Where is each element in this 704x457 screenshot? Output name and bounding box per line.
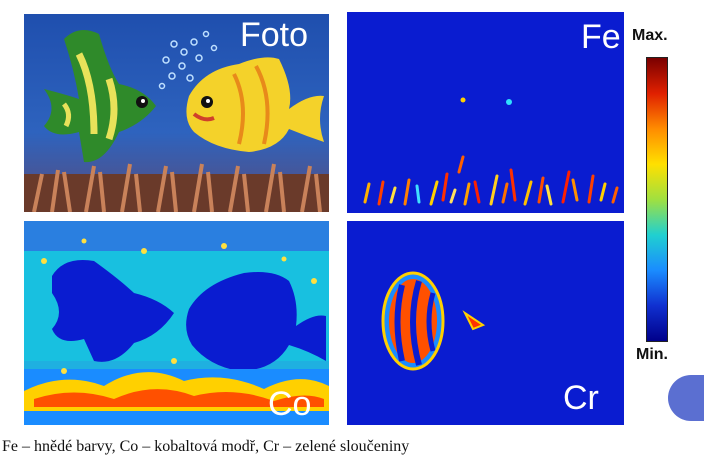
fish-painting <box>24 14 329 212</box>
cr-distribution-map <box>347 221 624 425</box>
co-map-panel: Co <box>24 221 329 425</box>
fe-distribution-map <box>347 12 624 213</box>
green-fish <box>44 30 156 163</box>
cr-label: Cr <box>563 379 599 417</box>
yellow-fish <box>186 57 324 153</box>
colorbar-min-label: Min. <box>636 346 668 363</box>
cr-map-panel: Cr <box>347 221 624 425</box>
fe-label: Fe <box>581 18 621 56</box>
photo-label: Foto <box>240 16 309 54</box>
decorative-half-circle <box>668 375 704 421</box>
co-label: Co <box>268 385 312 423</box>
fe-map-panel: Fe <box>347 12 624 213</box>
co-distribution-map <box>24 221 329 425</box>
figure-caption: Fe – hnědé barvy, Co – kobaltová modř, C… <box>2 438 410 455</box>
colorbar-gradient <box>646 57 668 342</box>
photo-panel: Foto <box>24 14 329 212</box>
colorbar-max-label: Max. <box>632 27 668 44</box>
